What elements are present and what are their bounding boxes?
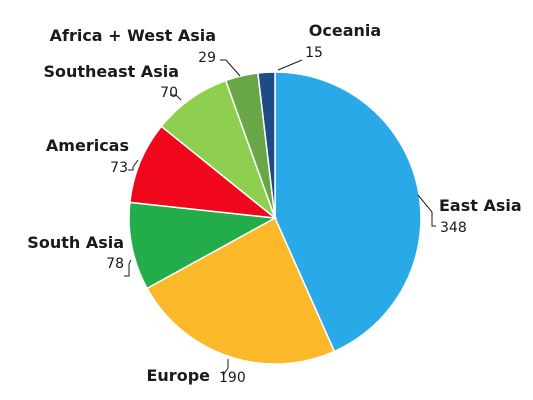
value-americas: 73 [110, 160, 128, 176]
value-southeast-asia: 70 [160, 85, 178, 101]
label-americas: Americas [46, 136, 129, 155]
leader-east-asia [417, 194, 436, 227]
label-south-asia: South Asia [27, 233, 124, 252]
value-oceania: 15 [305, 45, 323, 61]
slice-south-asia [128, 201, 278, 290]
value-east-asia: 348 [440, 220, 467, 236]
value-south-asia: 78 [106, 256, 124, 272]
leader-africa-west-asia [220, 59, 241, 77]
leader-europe [222, 359, 229, 375]
leader-americas [128, 159, 139, 171]
label-southeast-asia: Southeast Asia [43, 62, 179, 81]
label-east-asia: East Asia [439, 196, 522, 215]
label-africa-west-asia: Africa + West Asia [50, 26, 216, 45]
label-oceania: Oceania [309, 21, 381, 40]
leader-south-asia [124, 259, 132, 277]
value-europe: 190 [219, 370, 246, 386]
leader-southeast-asia [170, 94, 182, 101]
slice-east-asia [274, 71, 422, 353]
slice-labels: East Asia 348 Europe 190 South Asia 78 America… [27, 21, 521, 386]
value-africa-west-asia: 29 [198, 50, 216, 66]
pie-slices [128, 71, 422, 365]
slice-oceania [257, 71, 276, 219]
label-europe: Europe [146, 366, 210, 385]
leader-lines [124, 59, 436, 375]
leader-oceania [277, 59, 303, 71]
slice-europe [146, 216, 336, 365]
slice-americas [129, 125, 278, 220]
